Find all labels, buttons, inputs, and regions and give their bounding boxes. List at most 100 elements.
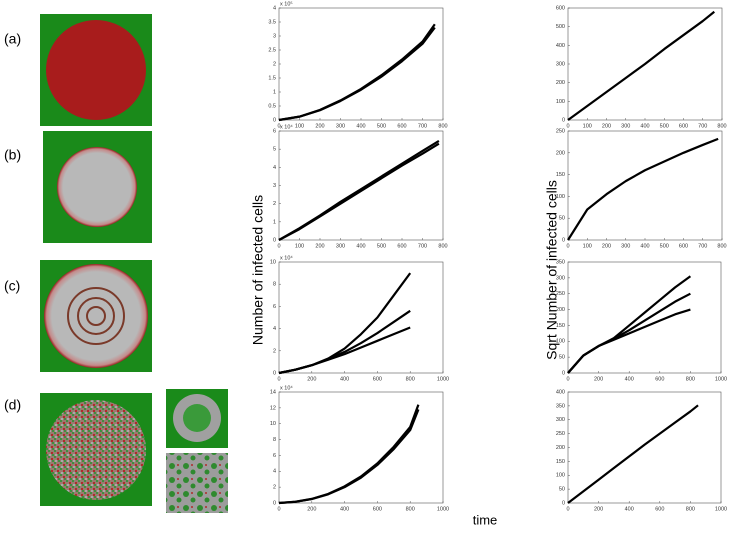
x-tick-label: 1000: [437, 506, 449, 512]
x-tick-label: 600: [373, 506, 382, 512]
x-tick-label: 400: [356, 243, 365, 249]
data-line: [567, 275, 692, 374]
x-tick-label: 0: [566, 123, 569, 129]
y-tick-label: 150: [556, 172, 565, 178]
y-tick-label: 200: [556, 150, 565, 156]
data-line: [567, 137, 719, 241]
y-tick-label: 1: [273, 89, 276, 95]
x-tick-label: 0: [277, 123, 280, 129]
y-tick-label: 4: [273, 5, 276, 11]
x-tick-label: 0: [566, 506, 569, 512]
x-tick-label: 200: [594, 376, 603, 382]
x-tick-label: 500: [377, 123, 386, 129]
data-line: [567, 404, 699, 504]
y-tick-label: 0: [273, 117, 276, 123]
y-tick-label: 0: [562, 117, 565, 123]
y-tick-label: 3: [273, 183, 276, 189]
plot-frame: [278, 7, 444, 121]
x-tick-label: 100: [295, 243, 304, 249]
y-tick-label: 250: [556, 431, 565, 437]
y-tick-label: 300: [556, 417, 565, 423]
x-tick-label: 600: [373, 376, 382, 382]
x-tick-label: 600: [655, 376, 664, 382]
x-tick-label: 200: [602, 243, 611, 249]
x-tick-label: 600: [679, 123, 688, 129]
x-tick-label: 100: [295, 123, 304, 129]
x-tick-label: 400: [340, 506, 349, 512]
y-tick-label: 150: [556, 459, 565, 465]
y-tick-label: 400: [556, 389, 565, 395]
data-line: [278, 404, 420, 505]
x-tick-label: 300: [621, 243, 630, 249]
y-tick-label: 100: [556, 339, 565, 345]
row-label: (c): [4, 278, 20, 294]
x-tick-label: 800: [717, 123, 726, 129]
y-tick-label: 0: [562, 370, 565, 376]
y-tick-label: 6: [273, 128, 276, 134]
x-tick-label: 800: [438, 243, 447, 249]
plot-frame: [567, 130, 723, 241]
y-tick-label: 150: [556, 323, 565, 329]
x-tick-label: 400: [625, 376, 634, 382]
y-tick-label: 500: [556, 24, 565, 30]
x-tick-label: 0: [277, 506, 280, 512]
x-tick-label: 0: [566, 376, 569, 382]
x-tick-label: 200: [307, 376, 316, 382]
x-tick-label: 800: [406, 376, 415, 382]
x-tick-label: 800: [717, 243, 726, 249]
x-tick-label: 800: [438, 123, 447, 129]
data-line: [278, 272, 412, 375]
y-tick-label: 300: [556, 275, 565, 281]
y-tick-label: 50: [559, 355, 565, 361]
y-tick-label: 200: [556, 307, 565, 313]
y-tick-label: 4: [273, 326, 276, 332]
y-axis-label: Sqrt Number of infected cells: [544, 180, 560, 360]
y-tick-label: 14: [270, 389, 276, 395]
x-tick-label: 100: [583, 243, 592, 249]
x-tick-label: 400: [625, 506, 634, 512]
y-tick-label: 2: [273, 201, 276, 207]
x-tick-label: 100: [583, 123, 592, 129]
row-label: (a): [4, 31, 21, 47]
x-tick-label: 600: [397, 243, 406, 249]
x-tick-label: 800: [686, 376, 695, 382]
x-tick-label: 200: [602, 123, 611, 129]
plot-frame: [278, 391, 444, 504]
x-tick-label: 0: [566, 243, 569, 249]
y-tick-label: 0: [273, 237, 276, 243]
x-tick-label: 700: [418, 123, 427, 129]
x-tick-label: 600: [655, 506, 664, 512]
x-tick-label: 600: [679, 243, 688, 249]
axis-exponent: x 10⁴: [280, 123, 293, 130]
y-tick-label: 250: [556, 291, 565, 297]
x-axis-label: time: [473, 512, 498, 527]
y-tick-label: 0.5: [268, 103, 276, 109]
x-tick-label: 200: [594, 506, 603, 512]
y-tick-label: 50: [559, 487, 565, 493]
data-line: [278, 140, 440, 241]
x-tick-label: 200: [315, 123, 324, 129]
y-tick-label: 2: [273, 485, 276, 491]
x-tick-label: 400: [340, 376, 349, 382]
y-tick-label: 50: [559, 216, 565, 222]
axis-exponent: x 10⁵: [280, 0, 293, 7]
y-tick-label: 0: [562, 237, 565, 243]
axis-exponent: x 10⁴: [280, 254, 293, 261]
plot-frame: [278, 261, 444, 374]
y-tick-label: 600: [556, 5, 565, 11]
row-label: (d): [4, 397, 21, 413]
x-tick-label: 500: [377, 243, 386, 249]
x-tick-label: 400: [640, 243, 649, 249]
y-tick-label: 350: [556, 259, 565, 265]
y-tick-label: 6: [273, 304, 276, 310]
x-tick-label: 600: [397, 123, 406, 129]
x-tick-label: 200: [307, 506, 316, 512]
x-tick-label: 1000: [437, 376, 449, 382]
plot-frame: [567, 261, 722, 374]
y-axis-label: Number of infected cells: [250, 195, 266, 345]
y-tick-label: 400: [556, 43, 565, 49]
y-tick-label: 4: [273, 469, 276, 475]
x-tick-label: 500: [660, 243, 669, 249]
y-tick-label: 10: [270, 421, 276, 427]
x-tick-label: 800: [406, 506, 415, 512]
